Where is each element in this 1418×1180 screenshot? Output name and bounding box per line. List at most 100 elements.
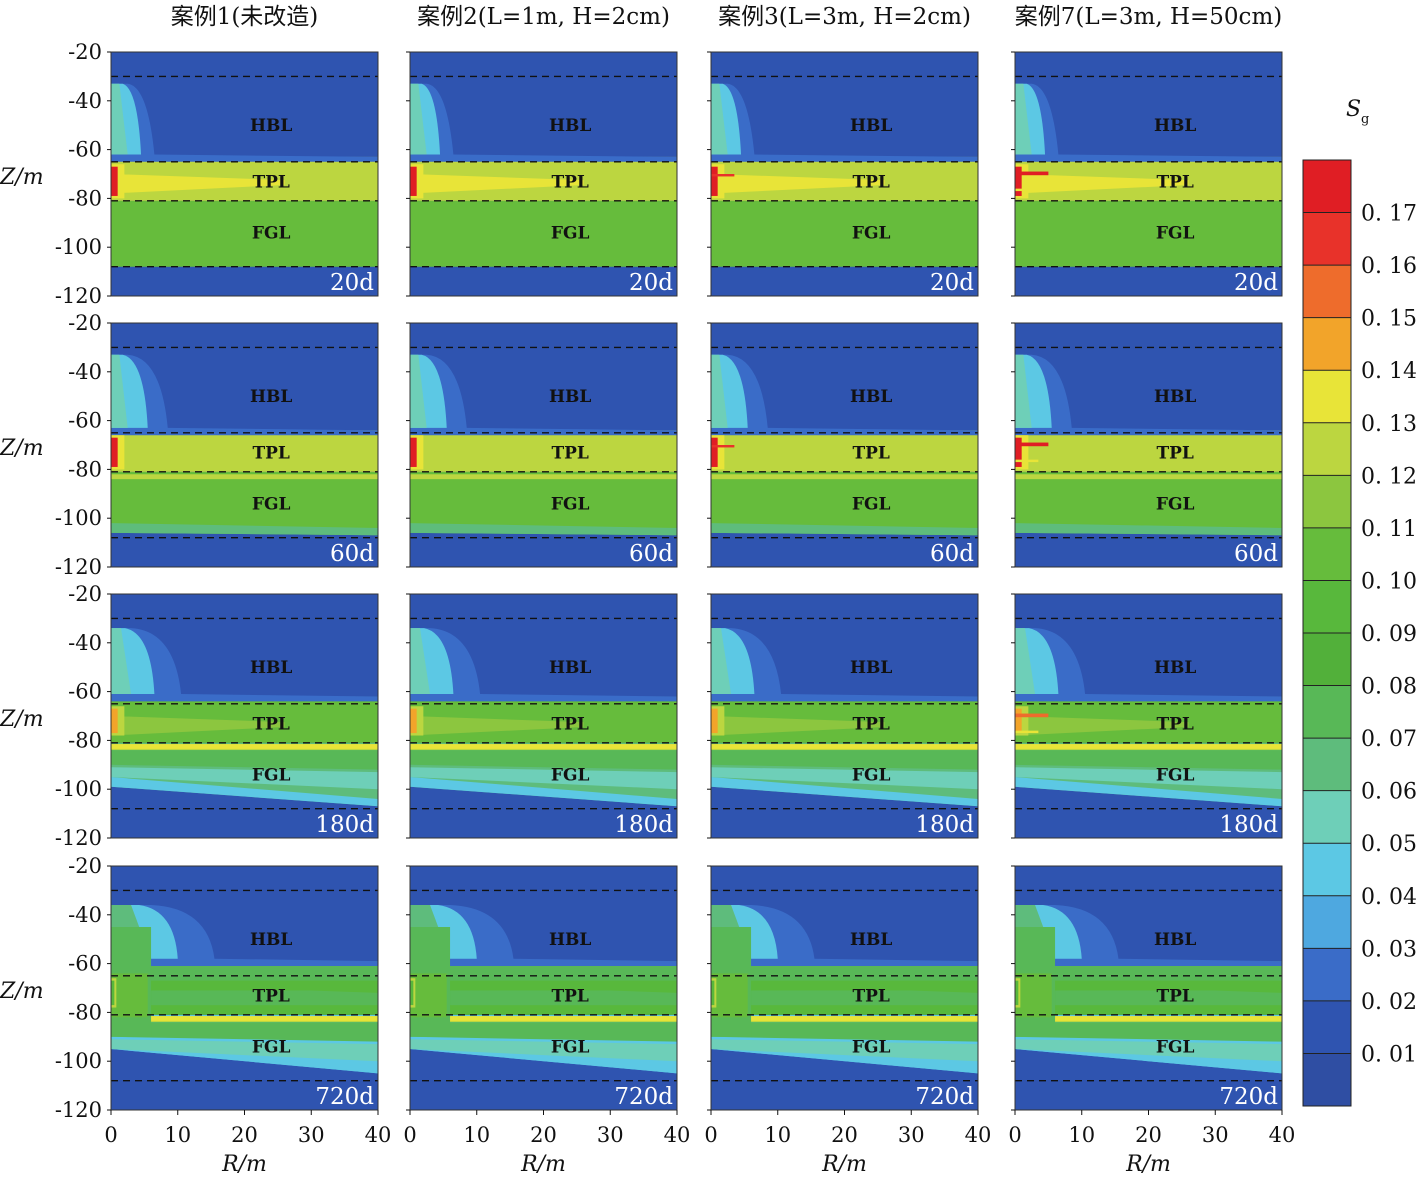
panel: HBL TPL FGL 720d (406, 865, 678, 1115)
x-tick-label: 0 (1008, 1123, 1021, 1147)
y-tick-label: -80 (68, 728, 102, 752)
well-hotspot (711, 708, 718, 734)
time-label: 720d (315, 1084, 374, 1110)
colorbar-swatch (1303, 422, 1351, 476)
fgl-light-band (1015, 767, 1282, 790)
fgl-region (410, 200, 677, 267)
layer-label: TPL (853, 172, 890, 192)
colorbar-tick-label: 0. 09 (1361, 622, 1417, 647)
y-tick-label: -80 (68, 1000, 102, 1024)
bottom-region (410, 266, 677, 296)
tpl-base-band (410, 744, 677, 749)
fgl-region (111, 200, 378, 267)
x-tick-label: 40 (965, 1123, 992, 1147)
fgl-light-band (410, 1039, 677, 1062)
x-tick-label: 10 (164, 1123, 191, 1147)
plume-inner (410, 83, 427, 155)
well-hotspot (1015, 166, 1022, 196)
colorbar-tick-label: 0. 16 (1361, 254, 1417, 279)
fgl-lower-band (711, 777, 978, 807)
layer-label: FGL (1156, 224, 1195, 244)
layer-label: HBL (850, 387, 892, 407)
time-label: 20d (330, 270, 374, 296)
tpl-base-band (410, 1016, 677, 1021)
colorbar-swatch (1303, 317, 1351, 371)
fgl-lower-band (111, 523, 378, 536)
layer-label: HBL (250, 116, 292, 136)
layer-label: TPL (552, 714, 589, 734)
fracture-streak-lower (1015, 459, 1039, 463)
time-label: 20d (629, 270, 673, 296)
panels: HBLTPLFGL20dHBLTPLFGL60dHBLTPLFGL180dHBL… (107, 51, 1283, 1115)
tpl-lens (1055, 990, 1282, 1006)
bottom-region (711, 1049, 978, 1110)
bottom-region (1015, 786, 1282, 838)
plume-outer (111, 905, 378, 967)
bottom-region (1015, 266, 1282, 296)
colorbar-swatch (1303, 633, 1351, 687)
panel-frame (409, 593, 678, 839)
bottom-region (111, 266, 378, 296)
y-tick-label: -80 (68, 457, 102, 481)
fracture-streak (1015, 442, 1049, 447)
colorbar-swatch (1303, 265, 1351, 319)
fgl-lower-band (1015, 777, 1282, 807)
panel: HBL TPL FGL 20d (1011, 51, 1283, 297)
colorbar-swatch (1303, 948, 1351, 1002)
layer-label: TPL (853, 714, 890, 734)
y-tick-label: -100 (55, 777, 102, 801)
tpl-base-band (1015, 1016, 1282, 1021)
well-hotspot (111, 437, 118, 467)
y-tick-label: -60 (68, 680, 102, 704)
colorbar-swatch (1303, 1000, 1351, 1054)
bottom-region (1015, 1049, 1282, 1110)
tpl-base-band (711, 1016, 978, 1021)
layer-label: TPL (253, 443, 290, 463)
colorbar-swatch (1303, 160, 1351, 214)
colorbar-tick-label: 0. 11 (1361, 517, 1417, 542)
axes: -20 -40 -60 -80 -100 -120 Z/m -20 -40 -60 -80 -100 -… (0, 40, 1295, 1177)
layer-label: HBL (250, 658, 292, 678)
colorbar-tick-label: 0. 05 (1361, 832, 1417, 857)
fgl-light-band (711, 767, 978, 790)
tpl-core (111, 174, 285, 194)
time-label: 180d (315, 812, 374, 838)
tpl-lens (450, 990, 677, 1006)
time-label: 720d (614, 1084, 673, 1110)
panel: HBL TPL FGL 20d (107, 51, 379, 297)
plume-inner (111, 354, 128, 428)
layer-label: FGL (1156, 1038, 1195, 1058)
panel: HBL TPL FGL 20d (406, 51, 678, 297)
fracture-streak-lower (1015, 188, 1039, 192)
bottom-region (111, 1049, 378, 1110)
tpl-core (1015, 445, 1189, 465)
x-tick-label: 20 (1135, 1123, 1162, 1147)
time-label: 60d (330, 541, 374, 567)
well-core (1015, 973, 1052, 1018)
fgl-lower-band (111, 777, 378, 807)
panel: HBL TPL FGL 60d (406, 322, 678, 568)
colorbar-swatch (1303, 1053, 1351, 1107)
panel: HBL TPL FGL 180d (707, 593, 979, 839)
plume-outer (410, 905, 677, 967)
plume-inner (711, 628, 732, 695)
colorbar-tick-label: 0. 13 (1361, 412, 1417, 437)
colorbar-tick-label: 0. 08 (1361, 675, 1417, 700)
tpl-core (1015, 716, 1189, 736)
fgl-mid-band (711, 750, 978, 770)
bottom-region (410, 786, 677, 838)
y-tick-label: -40 (68, 631, 102, 655)
bottom-region (711, 532, 978, 567)
layer-label: FGL (852, 1038, 891, 1058)
layer-label: FGL (551, 1038, 590, 1058)
fgl-region (410, 471, 677, 536)
panel-frame (110, 593, 379, 839)
colorbar-swatch (1303, 212, 1351, 266)
time-label: 60d (629, 541, 673, 567)
panel: HBL TPL FGL 60d (707, 322, 979, 568)
layer-label: FGL (852, 495, 891, 515)
layer-label: FGL (852, 766, 891, 786)
bottom-region (711, 786, 978, 838)
plume-inner (111, 628, 132, 695)
